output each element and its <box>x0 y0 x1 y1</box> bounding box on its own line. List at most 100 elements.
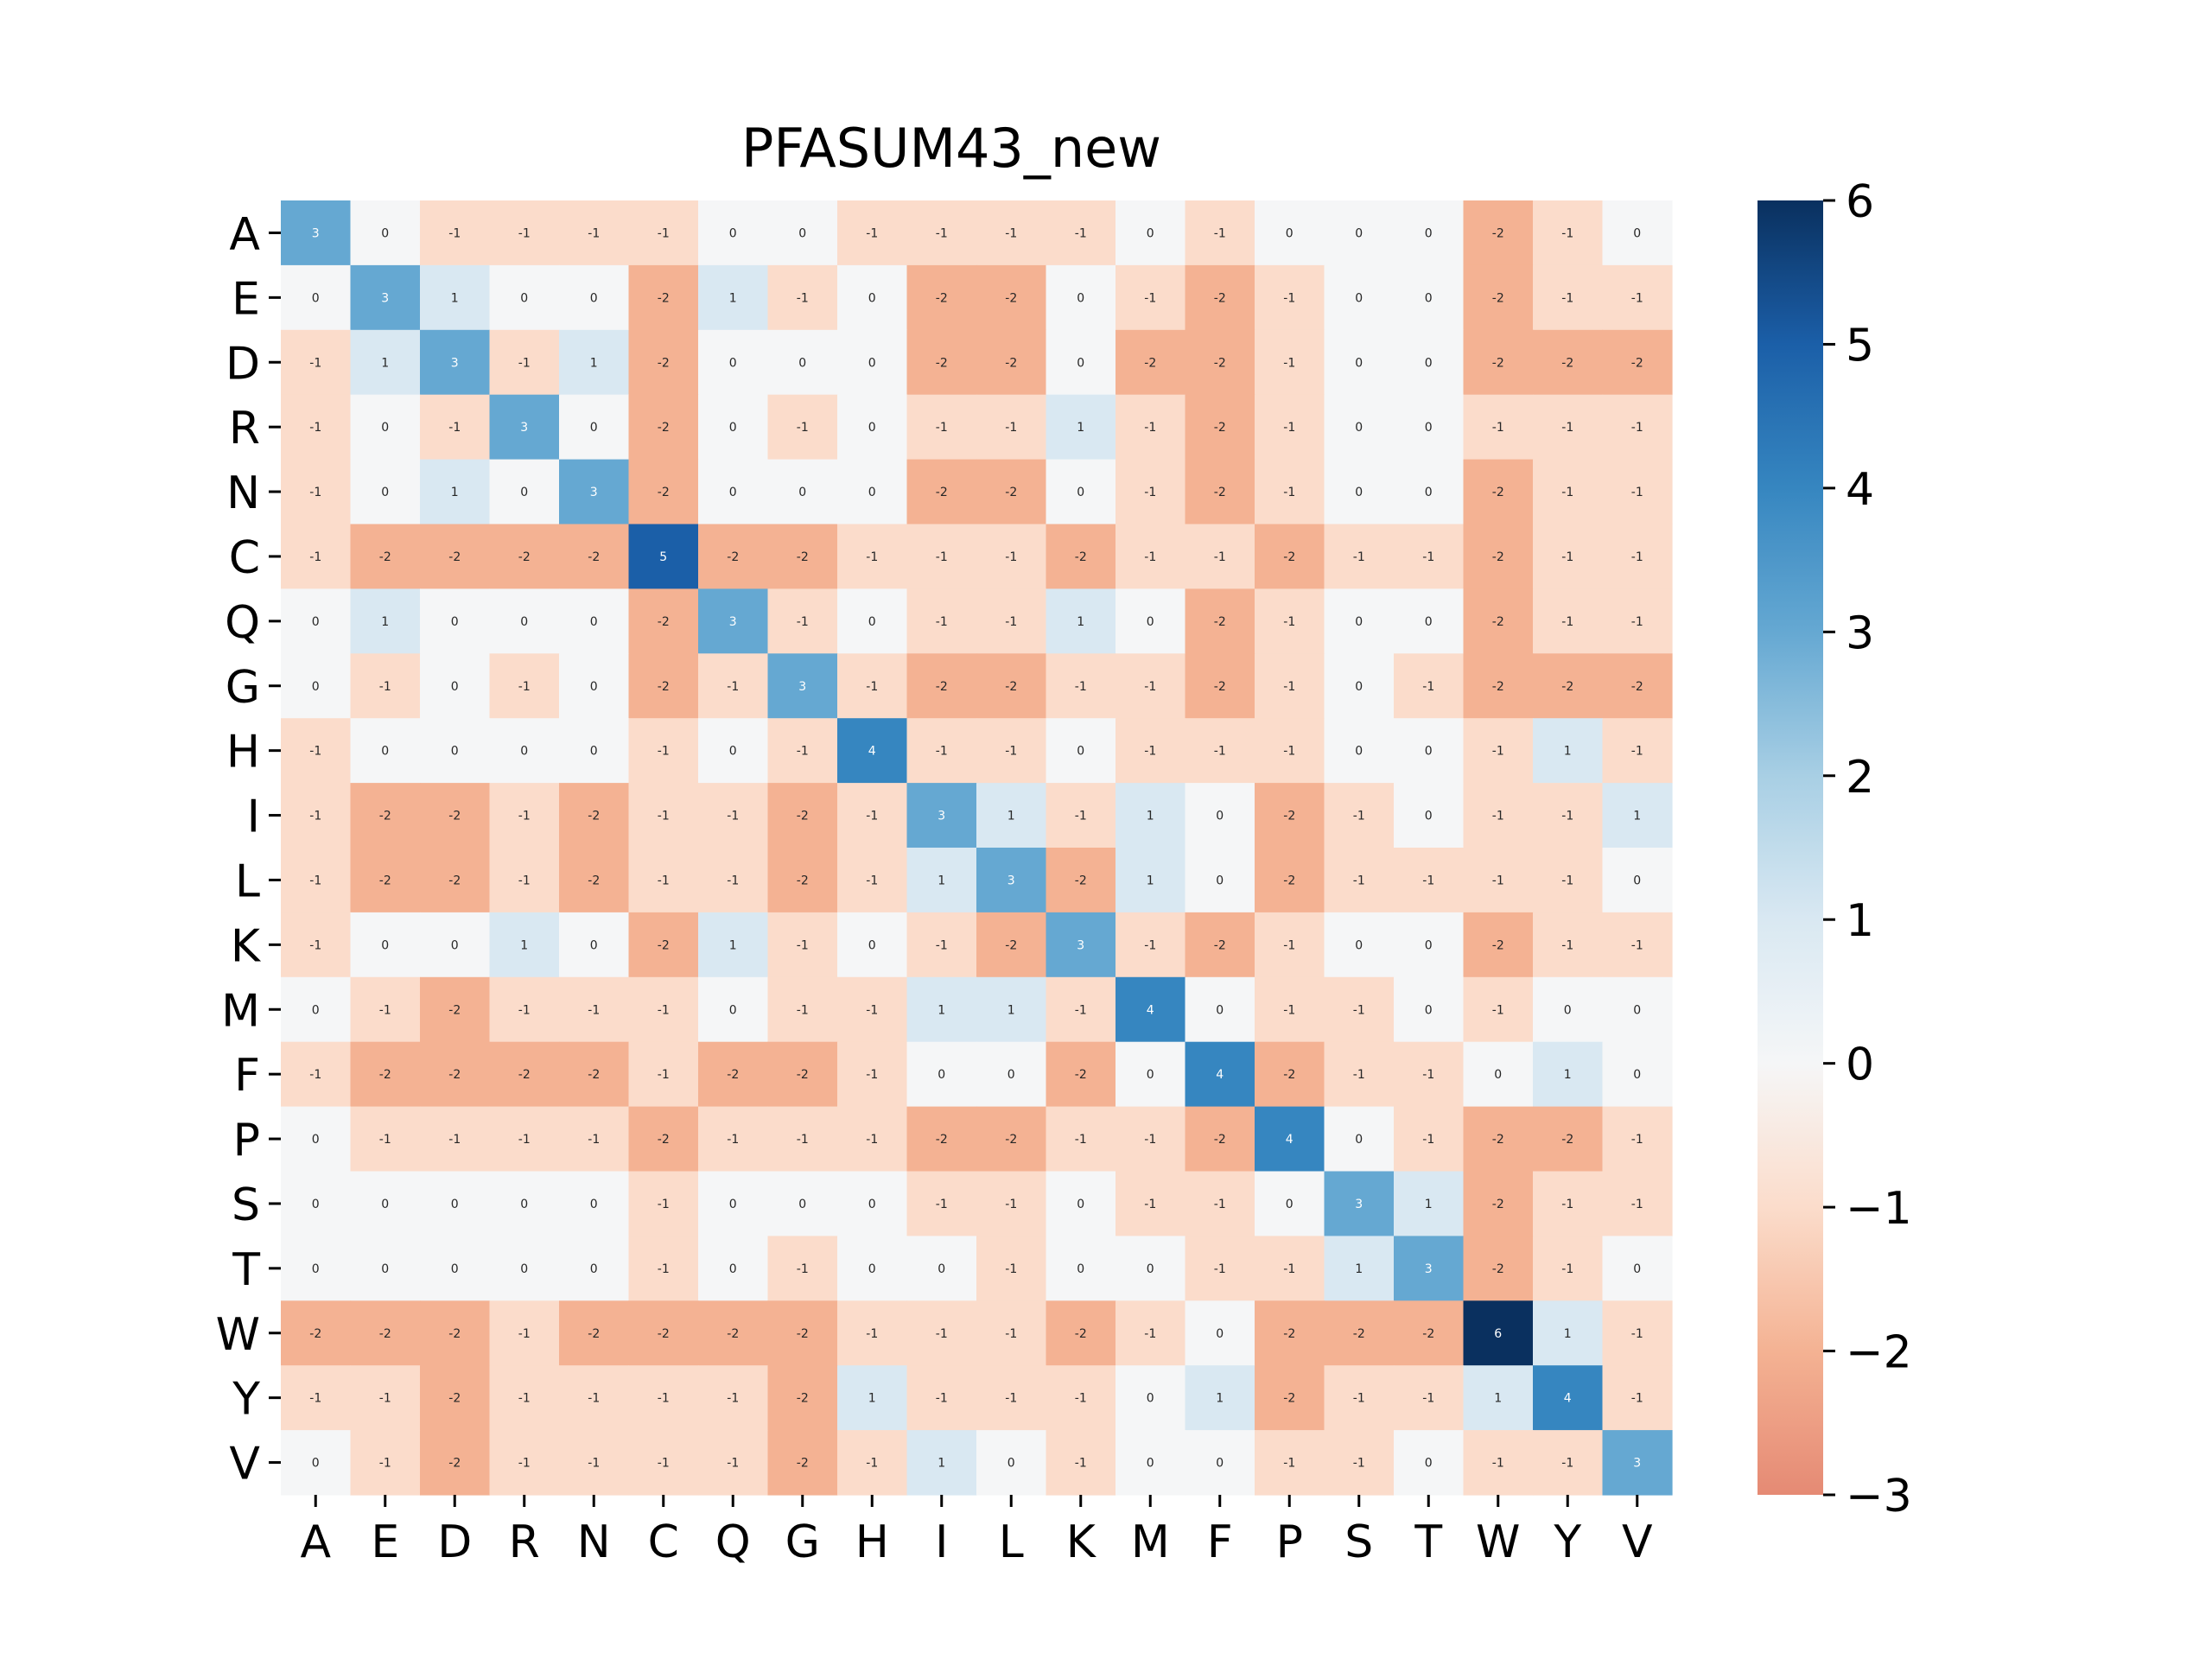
heatmap-cell <box>1046 718 1116 784</box>
heatmap-cell <box>1463 718 1534 784</box>
heatmap-cell <box>1533 264 1604 331</box>
heatmap-cell <box>1185 264 1255 331</box>
heatmap-cell <box>837 524 908 589</box>
heatmap-cell <box>1255 459 1325 525</box>
heatmap-cell <box>559 1041 630 1108</box>
heatmap-cell <box>976 976 1047 1043</box>
cell-value-label: -2 <box>1214 1133 1226 1147</box>
heatmap-cell <box>906 264 977 331</box>
cell-value-label: -1 <box>309 356 321 370</box>
heatmap-cell <box>1602 976 1673 1043</box>
cell-value-label: 0 <box>798 486 806 499</box>
heatmap-cell <box>1185 200 1255 266</box>
cell-value-label: -1 <box>379 1003 391 1017</box>
cell-value-label: 0 <box>1425 356 1433 370</box>
heatmap-cell <box>837 718 908 784</box>
heatmap-cell <box>559 1430 630 1496</box>
cell-value-label: -1 <box>1631 1392 1643 1406</box>
cell-value-label: -1 <box>1005 745 1017 759</box>
heatmap-cell <box>350 329 421 396</box>
cell-value-label: 0 <box>1355 938 1363 952</box>
heatmap-cell <box>350 976 421 1043</box>
cell-value-label: 0 <box>1494 1068 1502 1082</box>
heatmap-cell <box>1046 1106 1116 1173</box>
cell-value-label: -1 <box>1144 680 1156 694</box>
heatmap-cell <box>1463 200 1534 266</box>
heatmap-cell <box>559 848 630 913</box>
cell-value-label: -2 <box>1214 938 1226 952</box>
heatmap-cell <box>1394 783 1465 849</box>
heatmap-cell <box>1324 912 1395 978</box>
heatmap-cell <box>1324 329 1395 396</box>
heatmap-cell <box>1116 976 1186 1043</box>
heatmap-cell <box>420 394 491 461</box>
y-tick-label: T <box>232 1244 260 1296</box>
cell-value-label: 1 <box>729 291 737 305</box>
cell-value-label: 1 <box>1147 874 1154 887</box>
heatmap-cell <box>1394 976 1465 1043</box>
heatmap-cell <box>698 329 769 396</box>
heatmap-cell <box>1255 394 1325 461</box>
cell-value-label: -2 <box>797 550 809 564</box>
cell-value-label: -1 <box>866 874 878 887</box>
cell-value-label: -2 <box>448 810 461 823</box>
x-tick-label: V <box>1622 1516 1653 1568</box>
heatmap-cell <box>1463 524 1534 589</box>
cell-value-label: -2 <box>1144 356 1156 370</box>
heatmap-cell <box>698 653 769 719</box>
cell-value-label: -2 <box>1492 1133 1504 1147</box>
heatmap-cell <box>1116 329 1186 396</box>
heatmap-cell <box>1116 524 1186 589</box>
cell-value-label: -1 <box>1283 615 1295 629</box>
cell-value-label: -1 <box>866 680 878 694</box>
cell-value-label: 0 <box>1147 1262 1154 1276</box>
cell-value-label: 0 <box>868 1198 876 1211</box>
cell-value-label: 0 <box>1077 291 1084 305</box>
cell-value-label: 3 <box>1007 874 1015 887</box>
cell-value-label: -1 <box>727 810 739 823</box>
cell-value-label: -1 <box>1005 615 1017 629</box>
x-tick-label: M <box>1131 1516 1170 1568</box>
cell-value-label: -1 <box>379 1392 391 1406</box>
cell-value-label: -1 <box>936 1327 948 1341</box>
cell-value-label: 0 <box>798 356 806 370</box>
cell-value-label: 1 <box>1147 810 1154 823</box>
heatmap-cell <box>559 783 630 849</box>
y-tick-label: A <box>229 208 260 260</box>
heatmap-cell <box>837 1300 908 1366</box>
heatmap-cell <box>420 264 491 331</box>
heatmap-cell <box>1255 524 1325 589</box>
heatmap-cell <box>350 1365 421 1431</box>
heatmap-cell <box>281 1106 352 1173</box>
cell-value-label: -2 <box>588 550 600 564</box>
cell-value-label: -1 <box>518 356 531 370</box>
cell-value-label: 3 <box>520 421 528 435</box>
heatmap-cell <box>350 524 421 589</box>
heatmap-cell <box>1046 200 1116 266</box>
colorbar: 6 5 4 3 2 1 0 −1 −2 −3 <box>1758 176 1912 1522</box>
heatmap-cell <box>1046 459 1116 525</box>
heatmap-cell <box>698 976 769 1043</box>
heatmap-cell <box>1185 1041 1255 1108</box>
cell-value-label: -1 <box>1144 1133 1156 1147</box>
cell-value-label: -1 <box>518 874 531 887</box>
heatmap-cell <box>1533 1106 1604 1173</box>
heatmap-cell <box>767 524 838 589</box>
heatmap-cell <box>1463 653 1534 719</box>
cell-value-label: 3 <box>1633 1457 1641 1471</box>
cell-value-label: 0 <box>1355 356 1363 370</box>
cell-value-label: -1 <box>1005 1392 1017 1406</box>
heatmap-cell <box>1463 1365 1534 1431</box>
cell-value-label: -2 <box>658 356 670 370</box>
heatmap-cell <box>281 848 352 913</box>
x-tick-label: H <box>855 1516 889 1568</box>
heatmap-cell <box>1255 329 1325 396</box>
cell-value-label: -2 <box>379 1068 391 1082</box>
colorbar-tick-label: 1 <box>1846 895 1874 947</box>
heatmap-cell <box>281 783 352 849</box>
cell-value-label: -1 <box>1283 1262 1295 1276</box>
heatmap-cell <box>1185 783 1255 849</box>
heatmap-cell <box>628 1106 699 1173</box>
cell-value-label: -1 <box>309 938 321 952</box>
heatmap-cell <box>281 1041 352 1108</box>
